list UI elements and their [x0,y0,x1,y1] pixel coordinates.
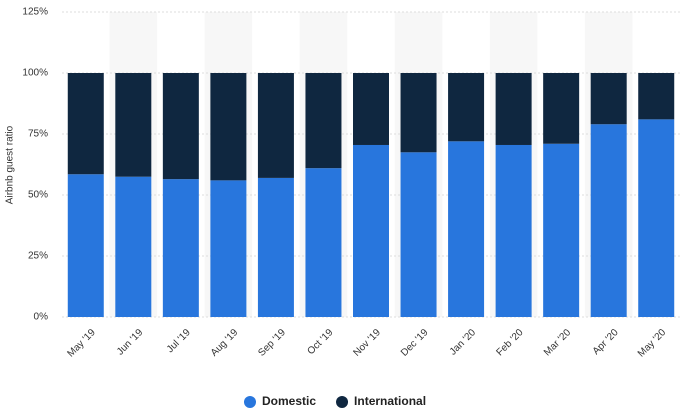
bar-segment [257,177,294,317]
bar-segment [210,73,247,181]
legend-text: International [354,394,426,408]
bar-segment [210,180,247,317]
bar-segment [305,168,342,317]
bar-segment [67,174,104,317]
bar-segment [495,144,532,317]
x-tick-label: Sep '19 [256,327,288,359]
bar-segment [353,144,389,317]
bar-segment [400,152,437,317]
bar-segment [543,73,580,144]
y-tick-label: 125% [22,7,48,18]
y-tick-label: 50% [28,190,48,201]
bar-segment [353,73,389,145]
y-tick-label: 100% [22,68,48,79]
x-tick-label: May '20 [636,327,669,360]
legend-text: Domestic [262,394,316,408]
bar-segment [448,141,485,317]
bar-segment [590,73,627,125]
bar-segment [305,73,342,169]
bar-segment [400,73,437,153]
x-tick-label: Apr '20 [591,327,621,357]
bar-segment [638,73,675,120]
y-axis-label: Airbnb guest ratio [5,125,16,204]
bar-segment [162,73,199,180]
x-tick-label: Jan '20 [448,327,479,358]
x-tick-label: Dec '19 [399,327,431,359]
x-tick-label: May '19 [65,327,98,360]
x-tick-label: Mar '20 [542,327,573,358]
bar-segment [590,124,627,318]
x-tick-label: Jul '19 [165,327,193,355]
x-tick-label: Oct '19 [305,327,335,357]
x-tick-label: Aug '19 [209,327,241,359]
bar-segment [543,143,580,317]
y-tick-label: 75% [28,129,48,140]
x-tick-label: Jun '19 [115,327,146,358]
y-tick-label: 0% [34,312,49,323]
x-tick-label: Feb '20 [494,327,525,358]
bar-segment [495,73,532,145]
legend-marker [336,396,349,408]
bar-segment [257,73,294,178]
bar-segment [115,73,152,177]
bar-segment [115,176,152,317]
bar-segment [638,119,675,317]
bar-segment [67,73,104,175]
x-tick-label: Nov '19 [351,327,383,359]
bar-segment [448,73,485,142]
y-tick-label: 25% [28,251,48,262]
legend-marker [244,396,256,408]
bar-segment [162,179,199,317]
